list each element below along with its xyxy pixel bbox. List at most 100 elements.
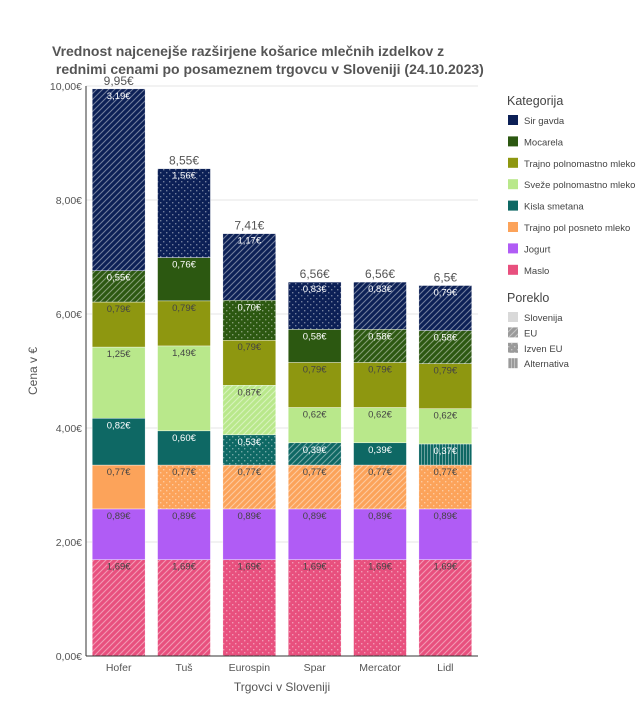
- chart-title-line-1: Vrednost najcenejše razširjene košarice …: [52, 43, 445, 59]
- data-label: 0,89€: [237, 511, 261, 522]
- legend-item-label: Jogurt: [524, 244, 551, 255]
- data-label: 1,69€: [172, 562, 196, 573]
- data-label: 0,62€: [368, 409, 392, 420]
- x-tick-label: Eurospin: [229, 662, 271, 674]
- data-label: 0,76€: [172, 260, 196, 271]
- legend-swatch: [508, 136, 518, 147]
- data-label: 0,79€: [368, 364, 392, 375]
- legend-swatch: [508, 243, 518, 254]
- x-tick-label: Spar: [304, 662, 327, 674]
- total-label: 9,95€: [104, 74, 134, 88]
- bar-segment: [418, 408, 472, 445]
- data-label: 0,39€: [368, 445, 392, 456]
- data-label: 0,77€: [433, 467, 457, 478]
- bar-segment: [157, 430, 211, 466]
- data-label: 0,89€: [433, 511, 457, 522]
- legend-origin-swatch: [508, 327, 518, 338]
- legend-origin-swatch: [508, 342, 518, 353]
- y-tick-label: 4,00€: [56, 423, 82, 435]
- bar-segment: [288, 362, 342, 408]
- bar-segment: [288, 281, 342, 330]
- bar-stack-mercator: 1,69€ 0,89€ 0,77€ 0,39€ 0,62€ 0,79€ 0,58€ 0,83€…: [353, 267, 407, 657]
- bar-segment: [353, 508, 407, 560]
- data-label: 0,60€: [172, 433, 196, 444]
- data-label: 0,58€: [433, 333, 457, 344]
- bar-segment: [418, 363, 472, 409]
- data-label: 1,69€: [237, 562, 261, 573]
- legend-swatch: [508, 264, 518, 275]
- legend-swatch: [508, 157, 518, 168]
- data-label: 0,58€: [303, 331, 327, 342]
- data-label: 0,77€: [303, 467, 327, 478]
- data-label: 0,89€: [172, 511, 196, 522]
- data-label: 0,70€: [237, 302, 261, 313]
- bar-segment: [222, 385, 276, 436]
- data-label: 1,49€: [172, 348, 196, 359]
- data-label: 0,55€: [107, 273, 131, 284]
- y-tick-label: 0,00€: [56, 651, 82, 663]
- bar-segment: [92, 508, 146, 560]
- data-label: 0,79€: [433, 288, 457, 299]
- bar-segment: [418, 330, 472, 364]
- y-tick-label: 8,00€: [56, 195, 82, 207]
- bar-segment: [288, 329, 342, 363]
- data-label: 0,89€: [303, 511, 327, 522]
- x-axis-title: Trgovci v Sloveniji: [234, 680, 330, 694]
- data-label: 1,25€: [107, 349, 131, 360]
- bar-segment: [92, 559, 146, 657]
- bar-segment: [157, 168, 211, 258]
- bar-segment: [353, 281, 407, 330]
- legend-item-label: Kisla smetana: [524, 202, 584, 213]
- bar-segment: [157, 257, 211, 302]
- legend-origin-label: Slovenija: [524, 313, 563, 324]
- legend-swatch: [508, 222, 518, 232]
- bar-segment: [222, 233, 276, 301]
- x-tick-label: Mercator: [359, 662, 401, 674]
- data-label: 0,62€: [303, 409, 327, 420]
- legend-title-category: Kategorija: [507, 94, 563, 108]
- data-label: 0,77€: [172, 467, 196, 478]
- data-label: 0,83€: [303, 284, 327, 295]
- data-label: 0,77€: [237, 467, 261, 478]
- data-label: 1,56€: [172, 171, 196, 182]
- bar-segment: [418, 508, 472, 560]
- legend: Kategorija Sir gavda Mocarela Trajno polnom…: [507, 94, 636, 370]
- data-label: 0,79€: [433, 366, 457, 377]
- data-label: 0,82€: [107, 420, 131, 431]
- legend-origin-swatch: [508, 358, 518, 369]
- legend-title-origin: Poreklo: [507, 291, 549, 305]
- data-label: 3,19€: [107, 91, 131, 102]
- bar-segment: [157, 300, 211, 347]
- axes: 0,00€ 2,00€ 4,00€ 6,00€ 8,00€ 10,00€ Hofer Tuš E…: [26, 81, 478, 694]
- legend-swatch: [508, 115, 518, 125]
- bar-segment: [288, 464, 342, 510]
- bar-segment: [418, 285, 472, 331]
- total-label: 8,55€: [169, 154, 199, 168]
- bar-segment: [288, 407, 342, 444]
- bar-segment: [157, 345, 211, 432]
- bar-segment: [157, 559, 211, 657]
- legend-item-label: Trajno pol posneto mleko: [524, 223, 630, 234]
- data-label: 0,89€: [107, 511, 131, 522]
- legend-origin-label: Izven EU: [524, 344, 563, 355]
- bar-segment: [92, 464, 146, 510]
- bar-segment: [353, 464, 407, 510]
- bar-segment: [157, 464, 211, 510]
- data-label: 0,79€: [303, 364, 327, 375]
- total-label: 6,56€: [365, 267, 395, 281]
- chart-title-line-2: rednimi cenami po posameznem trgovcu v S…: [52, 61, 484, 77]
- legend-swatch: [508, 179, 518, 190]
- bar-stack-eurospin: 1,69€ 0,89€ 0,77€ 0,53€ 0,87€ 0,79€ 0,70€ 1,17€…: [222, 219, 276, 657]
- total-label: 7,41€: [234, 219, 264, 233]
- data-label: 0,39€: [303, 445, 327, 456]
- data-label: 1,69€: [433, 562, 457, 573]
- data-label: 0,79€: [237, 342, 261, 353]
- data-label: 0,58€: [368, 331, 392, 342]
- data-label: 0,79€: [107, 304, 131, 315]
- x-tick-label: Hofer: [106, 662, 132, 674]
- legend-origin-label: EU: [524, 328, 537, 339]
- bar-segment: [157, 508, 211, 560]
- bar-segment: [222, 464, 276, 510]
- data-label: 1,69€: [107, 562, 131, 573]
